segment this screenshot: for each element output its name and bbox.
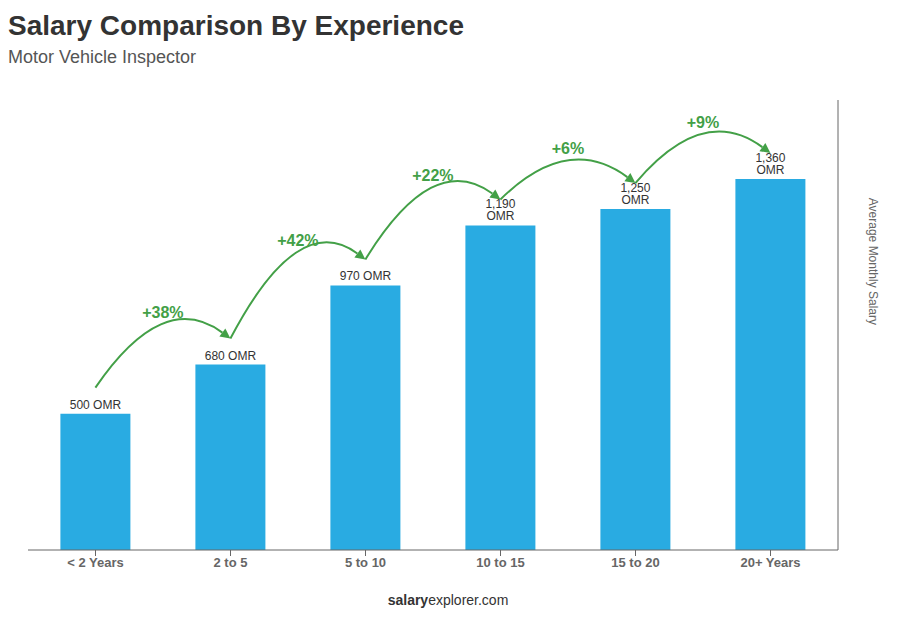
svg-text:1,360OMR: 1,360OMR bbox=[755, 151, 785, 177]
html-text:salary explorer.com: salary explorer.com bbox=[387, 592, 509, 608]
svg-text:970 OMR: 970 OMR bbox=[340, 269, 392, 283]
svg-text:10 to 15: 10 to 15 bbox=[476, 555, 524, 570]
svg-text:+9%: +9% bbox=[687, 114, 719, 131]
svg-text:2 to 5: 2 to 5 bbox=[214, 555, 248, 570]
svg-text:500 OMR: 500 OMR bbox=[70, 398, 122, 412]
svg-text:+38%: +38% bbox=[142, 304, 183, 321]
svg-text:+42%: +42% bbox=[277, 232, 318, 249]
svg-text:15 to 20: 15 to 20 bbox=[611, 555, 659, 570]
html-text:Motor Vehicle Inspector: Motor Vehicle Inspector bbox=[8, 47, 197, 67]
svg-text:+6%: +6% bbox=[552, 140, 584, 157]
svg-text:680 OMR: 680 OMR bbox=[205, 349, 257, 363]
svg-text:Average Monthly Salary: Average Monthly Salary bbox=[866, 198, 880, 325]
html-text:Salary Comparison By Experienc: Salary Comparison By Experience bbox=[8, 10, 464, 41]
svg-text:< 2 Years: < 2 Years bbox=[67, 555, 124, 570]
svg-text:+22%: +22% bbox=[412, 167, 453, 184]
svg-text:20+ Years: 20+ Years bbox=[740, 555, 800, 570]
svg-text:1,250OMR: 1,250OMR bbox=[620, 181, 650, 207]
svg-text:1,190OMR: 1,190OMR bbox=[485, 197, 515, 223]
svg-text:5 to 10: 5 to 10 bbox=[345, 555, 386, 570]
